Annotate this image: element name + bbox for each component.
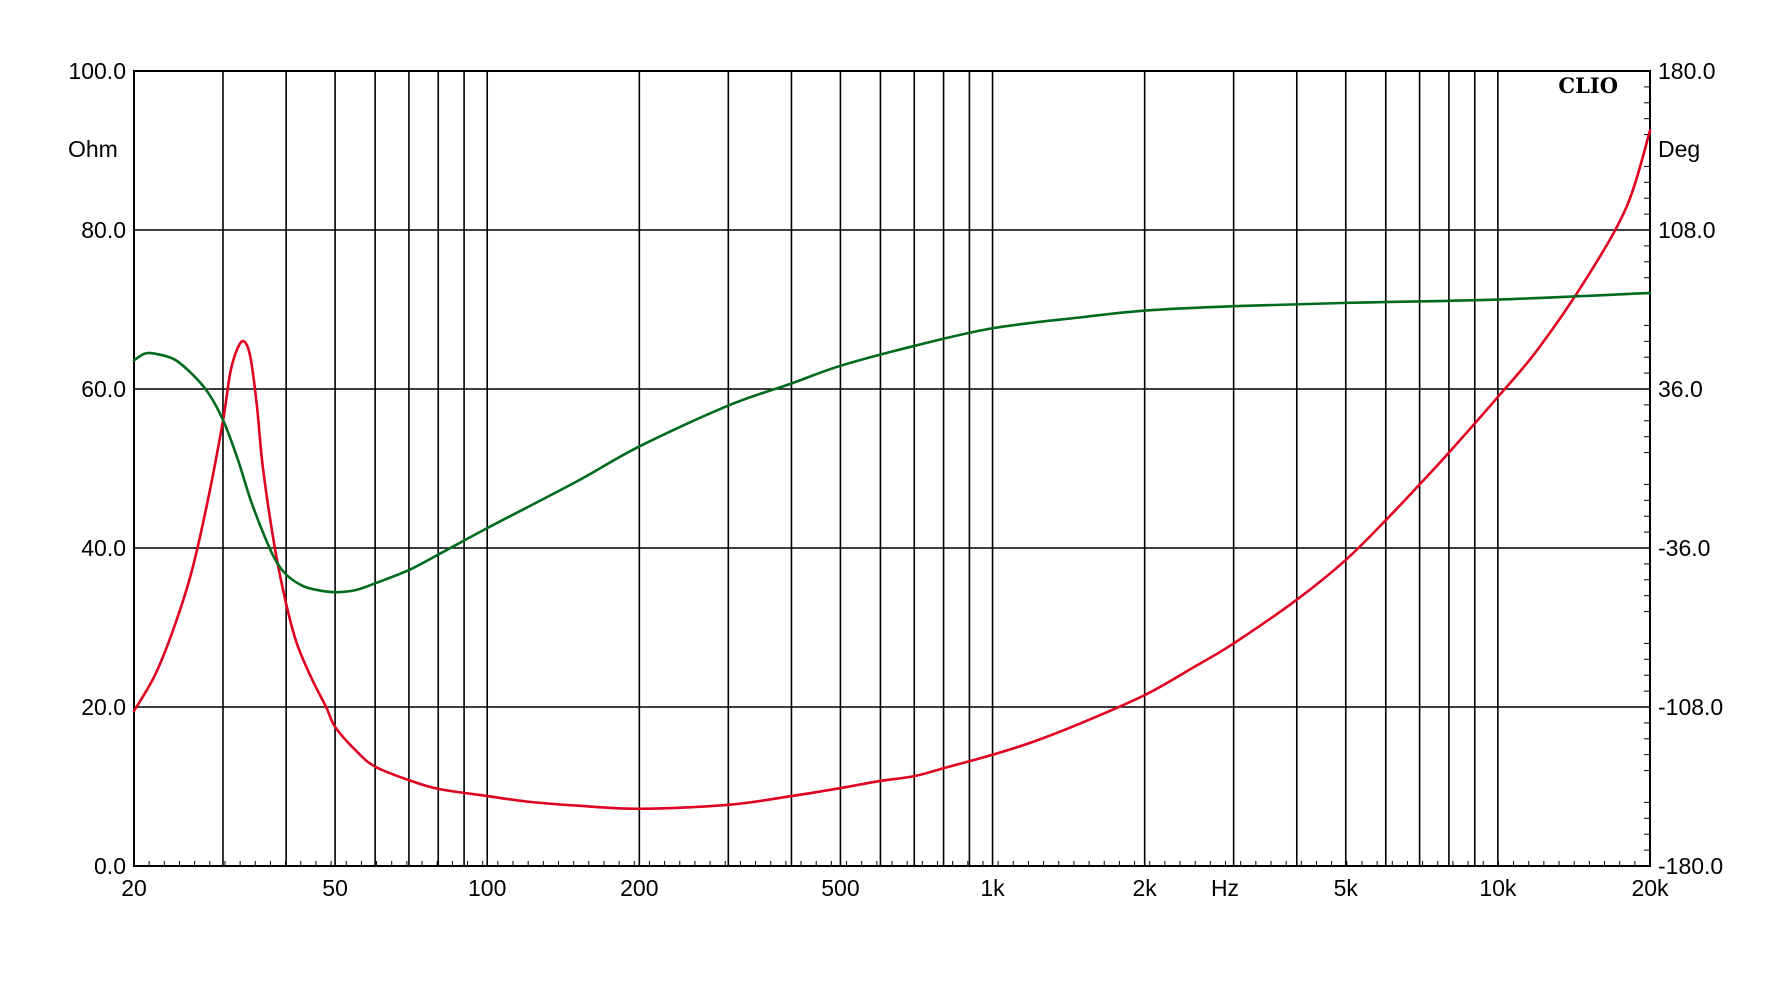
x-tick-label: 20k [1631, 875, 1669, 901]
left-tick-label: 0.0 [94, 853, 126, 879]
x-axis-unit: Hz [1211, 875, 1239, 901]
left-tick-label: 60.0 [81, 376, 126, 402]
x-tick-label: 500 [821, 875, 859, 901]
x-tick-label: 50 [322, 875, 348, 901]
right-tick-label: 36.0 [1658, 376, 1703, 402]
right-axis-unit: Deg [1658, 136, 1700, 162]
phase-curve [132, 291, 1652, 594]
right-tick-label: 180.0 [1658, 58, 1716, 84]
left-axis-unit: Ohm [68, 136, 118, 162]
right-tick-label: -180.0 [1658, 853, 1723, 879]
x-tick-label: 5k [1334, 875, 1359, 901]
x-tick-label: 10k [1479, 875, 1517, 901]
x-tick-label: 200 [620, 875, 658, 901]
left-tick-label: 40.0 [81, 535, 126, 561]
impedance-curve [132, 129, 1652, 811]
tick-labels: 0.0 20.0 40.0 60.0 80.0 100.0 -180.0 -108.0 -36.… [68, 58, 1723, 901]
left-tick-label: 80.0 [81, 217, 126, 243]
grid [133, 71, 1651, 866]
right-tick-label: -108.0 [1658, 694, 1723, 720]
x-tick-label: 1k [980, 875, 1005, 901]
left-tick-label: 100.0 [68, 58, 126, 84]
series-layer [132, 129, 1652, 811]
right-tick-label: -36.0 [1658, 535, 1710, 561]
right-tick-label: 108.0 [1658, 217, 1716, 243]
clio-brand-label: CLIO [1558, 73, 1618, 98]
left-tick-label: 20.0 [81, 694, 126, 720]
plot-frame [133, 70, 1651, 867]
x-tick-label: 100 [468, 875, 506, 901]
x-tick-label: 2k [1133, 875, 1158, 901]
x-tick-label: 20 [121, 875, 147, 901]
